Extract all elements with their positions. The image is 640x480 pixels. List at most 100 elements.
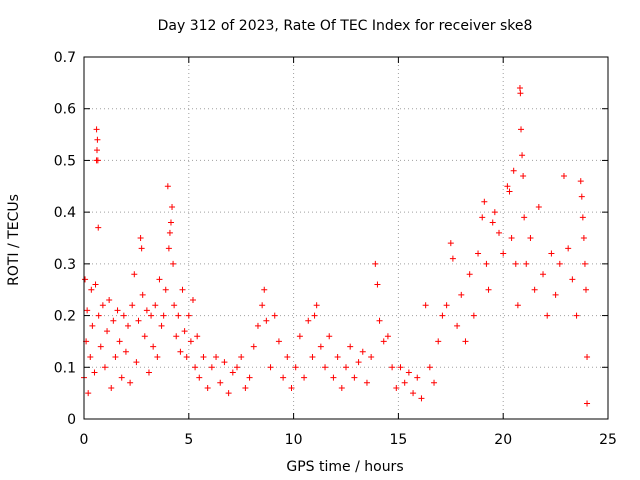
- data-point: [177, 348, 184, 355]
- x-tick-label: 25: [599, 432, 617, 448]
- data-point: [213, 353, 220, 360]
- axis-ticks: 0 5 10 15 20 25 0 0.1 0.2 0.3 0.4 0.5 0.6 0.7: [54, 50, 617, 448]
- data-point: [296, 333, 303, 340]
- data-point: [171, 302, 178, 309]
- data-point: [347, 343, 354, 350]
- y-tick-label: 0.6: [54, 102, 76, 118]
- data-point: [578, 193, 585, 200]
- data-point: [275, 338, 282, 345]
- data-point: [351, 374, 358, 381]
- data-point: [118, 374, 125, 381]
- x-tick-label: 5: [184, 432, 193, 448]
- data-point: [254, 322, 261, 329]
- data-point: [401, 379, 408, 386]
- data-point: [343, 364, 349, 371]
- data-point: [510, 167, 517, 174]
- data-point: [363, 379, 370, 386]
- data-point: [334, 353, 341, 360]
- data-point: [87, 353, 94, 360]
- data-point: [225, 390, 232, 397]
- data-point: [584, 353, 591, 360]
- data-point: [148, 312, 155, 319]
- data-point: [580, 235, 587, 241]
- data-point: [84, 307, 91, 314]
- data-point: [481, 198, 488, 205]
- data-point: [384, 333, 391, 340]
- data-point: [449, 255, 456, 262]
- data-point: [496, 229, 503, 236]
- data-point: [512, 260, 519, 267]
- data-point: [173, 333, 180, 340]
- data-point: [376, 317, 383, 324]
- data-point: [311, 312, 318, 319]
- data-point: [122, 348, 129, 355]
- data-points: [81, 85, 591, 407]
- data-point: [166, 229, 173, 236]
- data-point: [462, 338, 469, 345]
- data-point: [521, 214, 528, 221]
- data-point: [160, 312, 167, 319]
- grid-lines: [84, 57, 608, 419]
- data-point: [483, 260, 490, 267]
- data-point: [229, 369, 236, 376]
- data-point: [112, 353, 119, 360]
- data-point: [309, 353, 316, 360]
- data-point: [179, 286, 186, 293]
- y-tick-label: 0.4: [54, 205, 76, 221]
- data-point: [292, 364, 299, 371]
- data-point: [135, 317, 142, 324]
- data-point: [418, 395, 425, 402]
- data-point: [516, 85, 523, 92]
- data-point: [466, 271, 473, 278]
- data-point: [330, 374, 337, 381]
- data-point: [138, 245, 145, 252]
- data-point: [250, 343, 257, 350]
- data-point: [322, 364, 329, 371]
- data-point: [152, 302, 159, 309]
- data-point: [389, 364, 396, 371]
- data-point: [531, 286, 538, 293]
- data-point: [454, 322, 461, 329]
- y-tick-label: 0: [67, 412, 76, 428]
- data-point: [125, 322, 132, 329]
- data-point: [405, 369, 412, 376]
- data-point: [139, 291, 146, 298]
- data-point: [95, 312, 102, 319]
- data-point: [397, 364, 404, 371]
- data-point: [506, 188, 513, 195]
- data-point: [92, 281, 99, 288]
- data-point: [491, 209, 498, 216]
- data-point: [514, 302, 521, 309]
- data-point: [479, 214, 486, 221]
- data-point: [508, 235, 515, 241]
- data-point: [504, 183, 511, 190]
- data-point: [158, 322, 165, 329]
- data-point: [94, 136, 101, 143]
- data-point: [208, 364, 215, 371]
- data-point: [183, 353, 190, 360]
- x-tick-label: 0: [80, 432, 89, 448]
- data-point: [560, 172, 567, 179]
- data-point: [267, 364, 274, 371]
- data-point: [145, 369, 152, 376]
- data-point: [167, 219, 174, 226]
- data-point: [393, 384, 400, 391]
- data-point: [154, 353, 161, 360]
- data-point: [120, 312, 127, 319]
- data-point: [565, 245, 572, 252]
- data-point: [101, 364, 108, 371]
- data-point: [104, 328, 111, 335]
- data-point: [443, 302, 450, 309]
- data-point: [85, 390, 92, 397]
- data-point: [326, 333, 333, 340]
- data-point: [137, 235, 144, 241]
- y-axis-label: ROTI / TECUs: [6, 194, 22, 286]
- data-point: [317, 343, 324, 350]
- y-tick-label: 0.3: [54, 257, 76, 273]
- data-point: [116, 338, 123, 345]
- data-point: [143, 307, 150, 314]
- data-point: [242, 384, 249, 391]
- data-point: [217, 379, 224, 386]
- data-point: [475, 250, 482, 257]
